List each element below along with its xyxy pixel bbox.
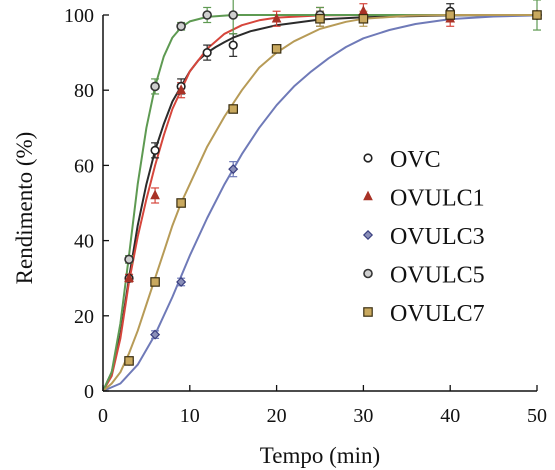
ovulc7-fit-curve [102,14,537,392]
ovulc7-point [271,44,282,54]
ovulc5-point [176,21,186,32]
ovulc7-point [532,10,542,20]
ovulc7-legend-marker [363,307,373,317]
legend: OVC OVULC1 OVULC3 OVULC5 OVULC7 [362,147,485,327]
axis-ticks: 0 10 20 30 40 50 0 20 40 60 80 100 [64,5,547,427]
ovulc3-fit-curve [102,14,538,392]
ovulc3-legend-label: OVULC3 [390,224,485,250]
ovulc7-point [176,198,186,208]
ovulc7-point [315,13,325,24]
ovulc7-point [445,10,455,20]
ovulc1-point [124,272,134,283]
ovulc3-point [228,164,239,175]
ovc-point [202,47,212,58]
ovulc1-point [358,5,369,16]
ovulc5-point [150,81,160,92]
ovulc1-point [176,84,186,94]
ovulc7-legend-label: OVULC7 [390,301,485,327]
ovc-point [150,145,160,155]
ovc-point [228,40,238,50]
y-tick-label: 0 [84,381,94,403]
data-points [123,5,543,366]
ovulc3-point [150,329,161,340]
ovulc5-point [202,10,212,20]
ovulc5-legend-marker [363,268,373,279]
x-tick-label: 20 [267,405,287,427]
ovulc7-point [150,277,160,287]
axes [102,15,537,392]
y-axis-title: Rendimento (%) [12,132,37,285]
x-tick-label: 50 [527,405,547,427]
ovulc5-legend-label: OVULC5 [390,263,485,289]
ovulc1-legend-marker [363,190,373,201]
x-tick-label: 10 [180,405,200,427]
x-tick-label: 30 [353,405,373,427]
ovulc3-legend-marker [362,229,374,241]
ovulc5-point [228,10,238,20]
x-tick-label: 40 [440,405,460,427]
y-tick-label: 60 [74,155,94,177]
ovc-legend-marker [363,153,373,163]
x-axis-title: Tempo (min) [260,443,380,468]
y-tick-label: 80 [74,80,94,102]
x-tick-label: 0 [98,405,108,427]
ovc-legend-label: OVC [390,147,441,173]
y-tick-label: 20 [74,306,94,328]
ovulc5-point [124,254,134,265]
ovulc7-point [228,104,238,114]
ovulc3-point [176,276,187,288]
ovulc1-point [271,12,282,23]
ovulc1-legend-label: OVULC1 [390,186,485,212]
ovulc7-point [124,356,134,366]
ovulc1-point [150,189,160,200]
ovulc7-point [358,13,369,24]
y-tick-label: 40 [74,231,94,253]
y-tick-label: 100 [64,5,94,27]
